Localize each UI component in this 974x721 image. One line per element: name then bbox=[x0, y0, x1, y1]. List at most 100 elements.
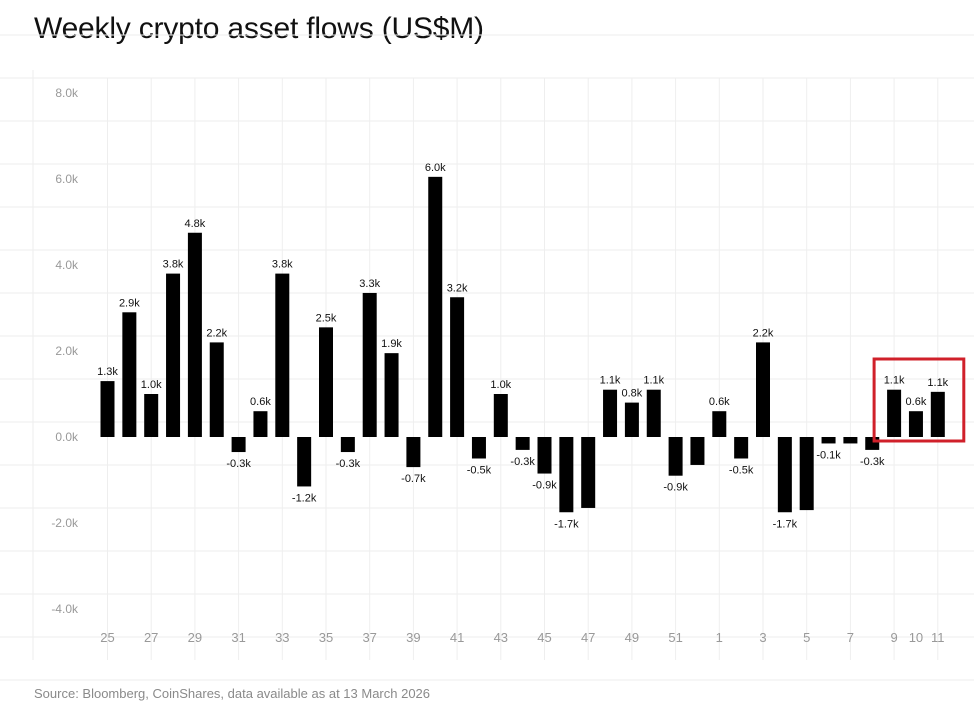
bar bbox=[668, 437, 683, 476]
bar bbox=[887, 389, 902, 437]
x-tick-label: 41 bbox=[450, 630, 464, 645]
bar bbox=[559, 437, 574, 513]
x-tick-label: 27 bbox=[144, 630, 158, 645]
bar bbox=[865, 437, 880, 450]
x-tick-label: 25 bbox=[100, 630, 114, 645]
bar bbox=[362, 292, 377, 437]
bar bbox=[471, 437, 486, 459]
bar bbox=[908, 411, 923, 437]
data-label: 3.8k bbox=[272, 259, 293, 271]
x-tick-label: 43 bbox=[494, 630, 508, 645]
y-tick-label: 8.0k bbox=[55, 86, 79, 100]
bar bbox=[209, 342, 224, 437]
data-label: 1.1k bbox=[927, 377, 948, 389]
bar bbox=[581, 437, 596, 508]
x-tick-label: 29 bbox=[188, 630, 202, 645]
bar bbox=[406, 437, 421, 468]
bar bbox=[690, 437, 705, 465]
x-tick-label: 37 bbox=[362, 630, 376, 645]
bar bbox=[843, 437, 858, 444]
data-label: -0.3k bbox=[860, 456, 885, 468]
data-label: 1.3k bbox=[97, 366, 118, 378]
data-label: 3.8k bbox=[163, 259, 184, 271]
bar bbox=[100, 381, 115, 437]
data-label: 2.2k bbox=[206, 327, 227, 339]
bar bbox=[384, 353, 399, 437]
bar bbox=[340, 437, 355, 453]
x-tick-label: 35 bbox=[319, 630, 333, 645]
bar bbox=[930, 391, 945, 437]
data-label: -0.1k bbox=[816, 449, 841, 461]
data-label: 3.2k bbox=[447, 282, 468, 294]
y-tick-label: 0.0k bbox=[55, 430, 79, 444]
y-tick-label: -2.0k bbox=[51, 516, 79, 530]
data-label: -0.3k bbox=[336, 458, 361, 470]
bar bbox=[821, 437, 836, 444]
y-tick-label: 4.0k bbox=[55, 258, 79, 272]
data-label: 1.0k bbox=[141, 379, 162, 391]
bar bbox=[275, 273, 290, 437]
y-tick-label: 6.0k bbox=[55, 172, 79, 186]
data-label: 0.6k bbox=[250, 396, 271, 408]
bar bbox=[624, 402, 639, 437]
x-tick-label: 3 bbox=[759, 630, 766, 645]
bar bbox=[603, 389, 618, 437]
bar bbox=[144, 394, 159, 437]
x-tick-label: 39 bbox=[406, 630, 420, 645]
y-tick-label: -4.0k bbox=[51, 602, 79, 616]
data-label: -0.5k bbox=[729, 465, 754, 477]
data-label: 1.0k bbox=[490, 379, 511, 391]
data-label: -0.7k bbox=[401, 473, 426, 485]
chart-title: Weekly crypto asset flows (US$M) bbox=[34, 12, 484, 45]
x-tick-label: 51 bbox=[668, 630, 682, 645]
x-tick-label: 33 bbox=[275, 630, 289, 645]
data-label: 1.1k bbox=[600, 375, 621, 387]
data-label: -1.7k bbox=[773, 518, 798, 530]
data-label: 0.8k bbox=[622, 388, 643, 400]
bar bbox=[187, 232, 202, 437]
bar bbox=[253, 411, 268, 437]
x-tick-label: 31 bbox=[231, 630, 245, 645]
bar bbox=[428, 176, 443, 437]
x-tick-label: 1 bbox=[716, 630, 723, 645]
data-label: 1.1k bbox=[643, 375, 664, 387]
bar bbox=[493, 394, 508, 437]
data-label: 2.2k bbox=[753, 327, 774, 339]
bar bbox=[122, 312, 137, 437]
x-tick-label: 47 bbox=[581, 630, 595, 645]
source-note: Source: Bloomberg, CoinShares, data avai… bbox=[34, 686, 431, 701]
x-tick-label: 10 bbox=[909, 630, 923, 645]
bar bbox=[734, 437, 749, 459]
highlight-box bbox=[872, 357, 966, 443]
x-tick-label: 5 bbox=[803, 630, 810, 645]
data-label: -0.3k bbox=[510, 456, 535, 468]
data-label: -0.9k bbox=[532, 480, 557, 492]
bar bbox=[319, 327, 333, 437]
data-label: 0.6k bbox=[709, 396, 730, 408]
bar bbox=[777, 437, 792, 513]
data-label: -1.7k bbox=[554, 518, 579, 530]
bar bbox=[537, 437, 552, 474]
bar bbox=[515, 437, 530, 450]
bar bbox=[450, 297, 465, 437]
data-label: 1.1k bbox=[884, 375, 905, 387]
x-tick-label: 49 bbox=[625, 630, 639, 645]
bar bbox=[799, 437, 814, 511]
x-tick-label: 7 bbox=[847, 630, 854, 645]
y-tick-label: 2.0k bbox=[55, 344, 79, 358]
data-label: -0.5k bbox=[467, 465, 492, 477]
x-tick-label: 11 bbox=[931, 630, 945, 645]
data-label: 0.6k bbox=[906, 396, 927, 408]
x-tick-label: 9 bbox=[890, 630, 897, 645]
data-label: -1.2k bbox=[292, 492, 317, 504]
bar bbox=[231, 437, 246, 453]
data-label: 4.8k bbox=[185, 218, 206, 230]
data-label: 3.3k bbox=[359, 278, 380, 290]
bar bbox=[712, 411, 727, 437]
bar bbox=[166, 273, 181, 437]
data-label: 2.9k bbox=[119, 297, 140, 309]
x-tick-label: 45 bbox=[537, 630, 551, 645]
data-label: -0.9k bbox=[663, 482, 688, 494]
